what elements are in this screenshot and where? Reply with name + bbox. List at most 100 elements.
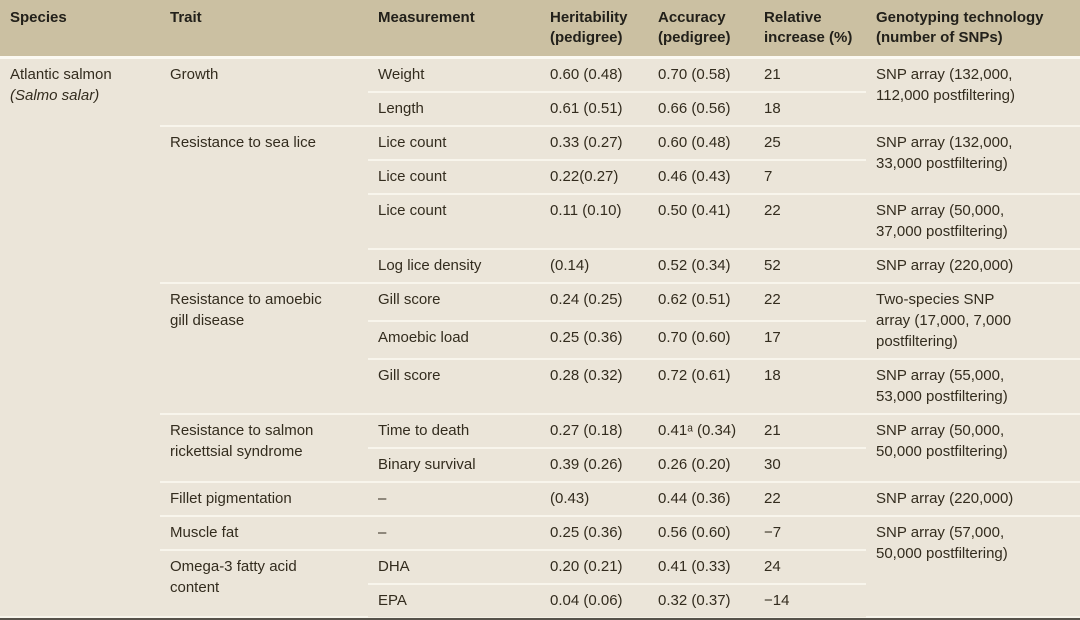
accuracy-cell: 0.46 (0.43) [648, 160, 754, 195]
trait-cell: Omega-3 fatty acid content [160, 550, 368, 618]
accuracy-cell: 0.62 (0.51) [648, 283, 754, 322]
measurement-cell: – [368, 516, 540, 551]
accuracy-cell: 0.60 (0.48) [648, 126, 754, 161]
relative-increase-cell: 52 [754, 249, 866, 284]
measurement-cell: Lice count [368, 126, 540, 161]
heritability-cell: 0.22(0.27) [540, 160, 648, 195]
accuracy-cell: 0.70 (0.58) [648, 57, 754, 93]
column-header-trait: Trait [160, 0, 368, 59]
genotyping-cell: SNP array (55,000, 53,000 postfiltering) [866, 359, 1080, 415]
relative-increase-cell: 21 [754, 57, 866, 93]
heritability-cell: 0.33 (0.27) [540, 126, 648, 161]
heritability-cell: 0.27 (0.18) [540, 414, 648, 449]
table-row: Length 0.61 (0.51) 0.66 (0.56) 18 [0, 92, 1080, 127]
heritability-cell: 0.25 (0.36) [540, 321, 648, 360]
trait-cell: Resistance to salmon rickettsial syndrom… [160, 414, 368, 483]
trait-cell: Resistance to amoebic gill disease [160, 283, 368, 415]
table-row: Resistance to sea lice Lice count 0.33 (0.… [0, 126, 1080, 284]
table-row: Resistance to salmon rickettsial syndrom… [0, 414, 1080, 483]
trait-cell: Muscle fat [160, 516, 368, 551]
measurement-cell: Weight [368, 57, 540, 93]
heritability-cell: 0.11 (0.10) [540, 194, 648, 250]
column-header-relative-increase: Relative increase (%) [754, 0, 866, 59]
heritability-cell: (0.14) [540, 249, 648, 284]
column-header-genotyping-technology: Genotyping technology (number of SNPs) [866, 0, 1080, 59]
accuracy-cell: 0.56 (0.60) [648, 516, 754, 551]
relative-increase-cell: −14 [754, 584, 866, 617]
measurement-cell: – [368, 482, 540, 517]
genotyping-cell: SNP array (57,000, 50,000 postfiltering) [866, 516, 1080, 618]
accuracy-cell: 0.52 (0.34) [648, 249, 754, 284]
accuracy-cell: 0.66 (0.56) [648, 92, 754, 127]
measurement-cell: Lice count [368, 194, 540, 250]
heritability-cell: 0.28 (0.32) [540, 359, 648, 415]
table-row: Amoebic load 0.25 (0.36) 0.70 (0.60) 17 [0, 321, 1080, 360]
accuracy-cell: 0.26 (0.20) [648, 448, 754, 483]
table-row: Binary survival 0.39 (0.26) 0.26 (0.20) 30 [0, 448, 1080, 483]
genotyping-cell: SNP array (132,000, 33,000 postfiltering… [866, 126, 1080, 195]
measurement-cell: Length [368, 92, 540, 127]
species-name: Atlantic salmon [10, 66, 112, 83]
column-header-species: Species [0, 0, 160, 59]
table-body: Atlantic salmon (Salmo salar) Growth Weight… [0, 57, 1080, 618]
measurement-cell: Gill score [368, 359, 540, 415]
measurement-cell: Gill score [368, 283, 540, 322]
trait-cell: Resistance to sea lice [160, 126, 368, 284]
table-row: Fillet pigmentation – (0.43) 0.44 (0.36) 22 S… [0, 482, 1080, 517]
heritability-cell: 0.04 (0.06) [540, 584, 648, 617]
relative-increase-cell: 17 [754, 321, 866, 360]
heritability-cell: 0.61 (0.51) [540, 92, 648, 127]
measurement-cell: Amoebic load [368, 321, 540, 360]
column-header-accuracy: Accuracy (pedigree) [648, 0, 754, 59]
accuracy-cell: 0.70 (0.60) [648, 321, 754, 360]
heritability-cell: 0.20 (0.21) [540, 550, 648, 585]
measurement-cell: DHA [368, 550, 540, 585]
accuracy-cell: 0.44 (0.36) [648, 482, 754, 517]
trait-cell: Fillet pigmentation [160, 482, 368, 517]
relative-increase-cell: −7 [754, 516, 866, 551]
accuracy-cell: 0.41ᵃ (0.34) [648, 414, 754, 449]
relative-increase-cell: 24 [754, 550, 866, 585]
accuracy-cell: 0.50 (0.41) [648, 194, 754, 250]
accuracy-cell: 0.32 (0.37) [648, 584, 754, 617]
table-header: Species Trait Measurement Heritability (… [0, 0, 1080, 59]
relative-increase-cell: 22 [754, 194, 866, 250]
table-row: Lice count 0.11 (0.10) 0.50 (0.41) 22 SNP ar… [0, 194, 1080, 250]
heritability-cell: 0.60 (0.48) [540, 57, 648, 93]
measurement-cell: Log lice density [368, 249, 540, 284]
accuracy-cell: 0.72 (0.61) [648, 359, 754, 415]
column-header-measurement: Measurement [368, 0, 540, 59]
relative-increase-cell: 21 [754, 414, 866, 449]
heritability-cell: 0.25 (0.36) [540, 516, 648, 551]
species-cell: Atlantic salmon (Salmo salar) [0, 57, 160, 618]
table-row: Gill score 0.28 (0.32) 0.72 (0.61) 18 SNP ar… [0, 359, 1080, 415]
relative-increase-cell: 7 [754, 160, 866, 195]
table-row: Log lice density (0.14) 0.52 (0.34) 52 SNP a… [0, 249, 1080, 284]
genotyping-cell: SNP array (220,000) [866, 249, 1080, 284]
table-row: Atlantic salmon (Salmo salar) Growth Weight… [0, 57, 1080, 618]
accuracy-cell: 0.41 (0.33) [648, 550, 754, 585]
genotyping-cell: SNP array (132,000, 112,000 postfilterin… [866, 57, 1080, 127]
table-row: Muscle fat –0.25 (0.36) 0.56 (0.60) −7 SNP a… [0, 516, 1080, 618]
genotyping-cell: SNP array (50,000, 50,000 postfiltering) [866, 414, 1080, 483]
relative-increase-cell: 22 [754, 482, 866, 517]
trait-cell: Growth [160, 57, 368, 127]
heritability-cell: 0.39 (0.26) [540, 448, 648, 483]
relative-increase-cell: 18 [754, 359, 866, 415]
genotyping-cell: SNP array (220,000) [866, 482, 1080, 517]
heritability-cell: (0.43) [540, 482, 648, 517]
relative-increase-cell: 18 [754, 92, 866, 127]
measurement-cell: Time to death [368, 414, 540, 449]
species-latin-name: (Salmo salar) [10, 87, 100, 104]
measurement-cell: EPA [368, 584, 540, 617]
relative-increase-cell: 22 [754, 283, 866, 322]
genotyping-cell: SNP array (50,000, 37,000 postfiltering) [866, 194, 1080, 250]
header-row: Species Trait Measurement Heritability (… [0, 0, 1080, 59]
relative-increase-cell: 25 [754, 126, 866, 161]
table-row: Lice count 0.22(0.27) 0.46 (0.43) 7 [0, 160, 1080, 195]
measurement-cell: Lice count [368, 160, 540, 195]
relative-increase-cell: 30 [754, 448, 866, 483]
table-row: Resistance to amoebic gill disease Gill s… [0, 283, 1080, 415]
